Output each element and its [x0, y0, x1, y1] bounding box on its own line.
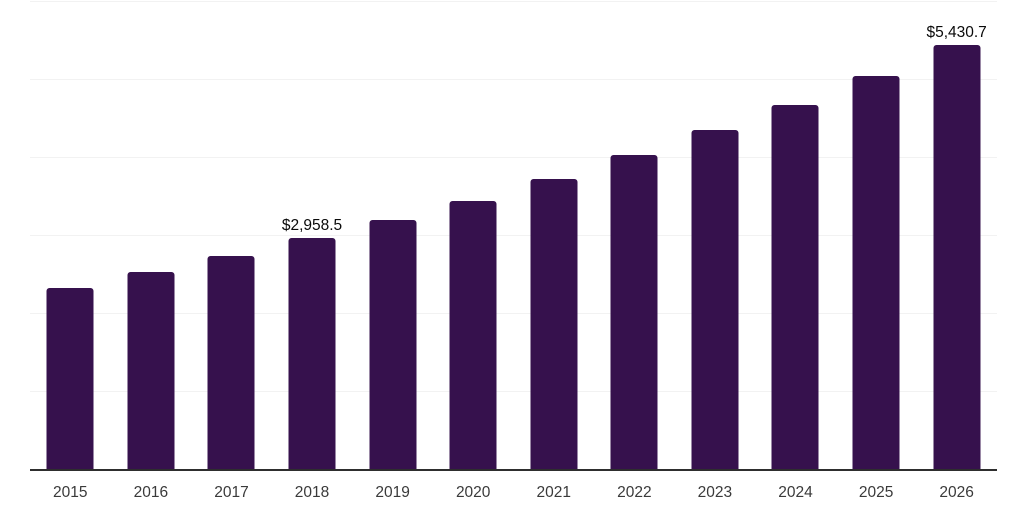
x-tick-label-2019: 2019 — [375, 484, 410, 501]
bar-2023[interactable] — [691, 129, 739, 469]
gridline — [30, 79, 997, 80]
x-axis-labels: 2015 2016 2017 2018 2019 2020 2021 2022 2023 2024… — [30, 484, 997, 502]
gridline — [30, 235, 997, 236]
gridline — [30, 391, 997, 392]
bar-2016[interactable] — [127, 271, 175, 469]
x-tick-label-2018: 2018 — [294, 484, 330, 501]
x-tick-label-2022: 2022 — [617, 484, 652, 501]
x-tick-label-2024: 2024 — [778, 484, 813, 501]
bar-slot-2021 — [513, 0, 594, 469]
bar-slot-2020 — [433, 0, 514, 469]
bar-slot-2019 — [352, 0, 433, 469]
bar-2022[interactable] — [610, 154, 658, 469]
gridline — [30, 1, 997, 2]
bar-2024[interactable] — [771, 104, 819, 469]
gridline — [30, 157, 997, 158]
bar-slot-2022 — [594, 0, 675, 469]
x-tick-label-2025: 2025 — [858, 484, 894, 501]
bar-2018[interactable] — [288, 238, 336, 469]
bar-slot-2015 — [30, 0, 111, 469]
bar-slot-2024 — [755, 0, 836, 469]
bar-2021[interactable] — [530, 178, 578, 469]
bar-2015[interactable] — [46, 287, 94, 469]
x-axis-line — [30, 469, 997, 471]
bar-2025[interactable] — [852, 75, 900, 469]
bar-2019[interactable] — [369, 219, 417, 469]
bar-slot-2025 — [836, 0, 917, 469]
bar-slot-2018: $2,958.5 — [272, 0, 353, 469]
x-tick-label-2016: 2016 — [133, 484, 169, 501]
x-tick-label-2020: 2020 — [455, 484, 491, 501]
bar-slot-2016 — [111, 0, 192, 469]
x-tick-label-2021: 2021 — [536, 484, 571, 501]
bar-slot-2023 — [675, 0, 756, 469]
x-tick-label-2023: 2023 — [697, 484, 733, 501]
x-tick-label-2026: 2026 — [939, 484, 974, 501]
x-tick-label-2017: 2017 — [214, 484, 249, 501]
plot-area: $2,958.5 $5,430.7 — [30, 0, 997, 469]
bar-slot-2026: $5,430.7 — [916, 0, 997, 469]
x-tick-label-2015: 2015 — [53, 484, 88, 501]
gridline — [30, 313, 997, 314]
bar-2017[interactable] — [207, 255, 255, 469]
bar-2020[interactable] — [449, 201, 497, 469]
bar-value-label-2026: $5,430.7 — [926, 24, 987, 42]
bar-value-label-2018: $2,958.5 — [281, 217, 343, 235]
bar-slot-2017 — [191, 0, 272, 469]
bar-2026[interactable] — [933, 45, 981, 469]
